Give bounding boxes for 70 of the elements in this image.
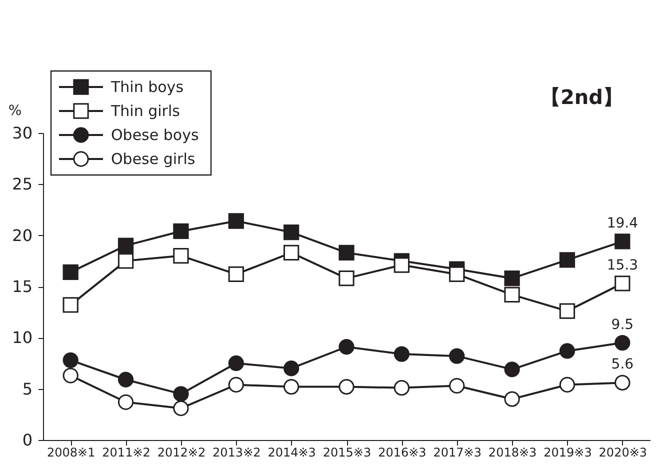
y-tick-label: 0 [22, 430, 32, 450]
y-axis-title: % [8, 103, 22, 119]
x-tick-label: 2017※3 [433, 446, 482, 460]
point [173, 386, 189, 402]
point [173, 400, 189, 416]
point [559, 252, 576, 268]
point [338, 339, 354, 355]
y-tick-label: 25 [12, 174, 32, 194]
data-label: 15.3 [606, 257, 638, 274]
y-tick-label: 20 [12, 226, 32, 245]
data-label: 9.5 [611, 316, 634, 333]
point [118, 253, 134, 269]
point [559, 303, 576, 319]
data-label: 19.4 [606, 215, 638, 232]
data-label: 5.6 [611, 356, 634, 373]
point [283, 360, 300, 376]
point [118, 238, 134, 254]
point [338, 378, 354, 395]
point [283, 224, 300, 240]
point [449, 348, 465, 364]
point [62, 368, 78, 384]
point [118, 372, 134, 388]
y-tick-label: 30 [12, 124, 32, 142]
point [449, 378, 465, 394]
point [173, 248, 189, 264]
x-tick-label: 2016※3 [378, 446, 426, 460]
point [173, 223, 189, 240]
y-tick-label: 5 [22, 379, 32, 398]
point [62, 264, 78, 280]
legend-label: Obese girls [111, 150, 196, 168]
point [559, 343, 576, 359]
x-tick-label: 2020※3 [598, 446, 648, 460]
point [504, 362, 520, 378]
point [394, 380, 410, 396]
x-tick-label: 2019※3 [544, 446, 592, 460]
point [283, 244, 300, 261]
point [228, 376, 244, 393]
x-tick-label: 2013※2 [212, 446, 261, 460]
point [504, 391, 520, 407]
x-tick-label: 2011※2 [102, 446, 150, 460]
legend-label: Thin girls [110, 102, 180, 120]
point [62, 297, 78, 313]
x-tick-label: 2018※3 [488, 446, 537, 460]
x-tick-label: 2012※2 [157, 446, 206, 460]
point [228, 355, 244, 372]
point [614, 234, 630, 250]
point [62, 352, 78, 368]
point [449, 266, 465, 282]
legend-label: Obese boys [111, 126, 199, 144]
x-tick-label: 2014※3 [268, 446, 316, 460]
point [614, 374, 630, 390]
point [614, 334, 630, 351]
point [394, 346, 410, 362]
point [228, 266, 244, 282]
point [283, 378, 300, 395]
point [118, 394, 134, 410]
legend-label: Thin boys [110, 78, 184, 96]
chart-title: 【2nd】 [540, 85, 623, 109]
point [338, 270, 354, 286]
y-tick-label: 10 [12, 328, 32, 348]
point [394, 257, 410, 273]
y-tick-label: 15 [12, 277, 32, 296]
x-tick-label: 2008※1 [46, 446, 96, 460]
point [338, 244, 354, 261]
point [504, 286, 520, 303]
x-tick-label: 2015※3 [322, 446, 372, 460]
point [559, 376, 576, 393]
point [228, 213, 244, 229]
point [614, 276, 630, 292]
point [504, 270, 520, 286]
